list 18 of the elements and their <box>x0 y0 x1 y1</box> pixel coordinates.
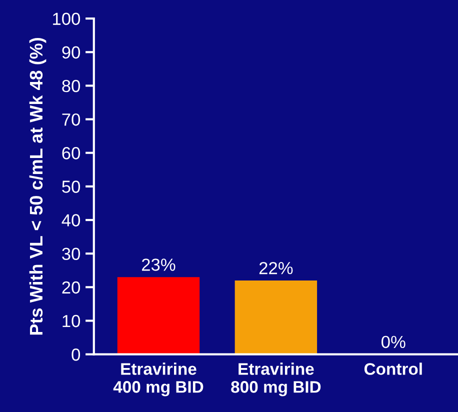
y-tick-label: 0 <box>72 348 80 361</box>
y-tick-label: 50 <box>62 180 80 193</box>
x-tick-label: Control <box>364 362 422 375</box>
y-tick-label: 90 <box>62 46 80 59</box>
y-tick-label: 80 <box>62 80 80 92</box>
y-tick-label: 10 <box>62 314 80 328</box>
y-tick-label: 20 <box>62 281 80 294</box>
x-tick-label: Etravirine 400 mg BID <box>113 362 204 396</box>
y-tick-label: 30 <box>62 248 80 260</box>
data-label: 0% <box>382 336 406 348</box>
y-tick-label: 40 <box>62 214 80 226</box>
data-label: 23% <box>142 258 176 271</box>
y-axis-title: Pts With VL < 50 c/mL at Wk 48 (%) <box>29 38 46 335</box>
y-tick-label: 70 <box>62 113 80 126</box>
y-tick-label: 100 <box>53 12 80 25</box>
y-tick-label: 60 <box>62 147 80 160</box>
data-label: 22% <box>259 262 293 274</box>
x-tick-label: Etravirine 800 mg BID <box>231 362 321 396</box>
